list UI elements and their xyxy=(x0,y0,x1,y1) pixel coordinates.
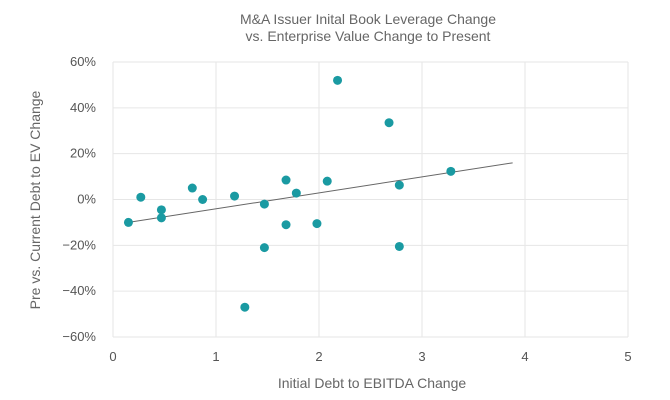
x-tick-label: 0 xyxy=(109,349,116,364)
data-point xyxy=(281,175,291,185)
data-point xyxy=(394,180,404,190)
y-axis-label: Pre vs. Current Debt to EV Change xyxy=(27,90,43,309)
x-tick-label: 1 xyxy=(212,349,219,364)
gridlines xyxy=(112,61,629,338)
tick-labels: 60% 40% 20% 0% −20% −40% −60% 0 1 2 3 4 5 xyxy=(62,54,631,364)
y-tick-label: −60% xyxy=(62,329,96,344)
data-point xyxy=(230,191,240,201)
data-point xyxy=(281,220,291,230)
data-point xyxy=(312,219,322,229)
chart-title-line-1: M&A Issuer Inital Book Leverage Change xyxy=(240,11,496,27)
data-point xyxy=(384,118,394,128)
data-point xyxy=(240,302,250,312)
y-tick-label: −20% xyxy=(62,237,96,252)
x-tick-label: 3 xyxy=(418,349,425,364)
data-point xyxy=(136,192,146,202)
y-tick-label: −40% xyxy=(62,283,96,298)
data-point xyxy=(259,199,269,209)
x-tick-label: 4 xyxy=(521,349,528,364)
data-point xyxy=(394,241,404,251)
y-tick-label: 20% xyxy=(70,146,96,161)
data-point xyxy=(322,176,332,186)
x-axis-label: Initial Debt to EBITDA Change xyxy=(278,375,467,391)
data-point xyxy=(198,195,208,204)
x-tick-label: 5 xyxy=(624,349,631,364)
x-tick-label: 2 xyxy=(315,349,322,364)
data-point xyxy=(187,183,197,193)
data-point xyxy=(156,213,166,223)
data-point xyxy=(259,243,269,253)
data-point xyxy=(156,205,166,215)
y-tick-label: 40% xyxy=(70,100,96,115)
y-tick-label: 0% xyxy=(77,192,96,207)
chart-title-line-2: vs. Enterprise Value Change to Present xyxy=(246,28,491,44)
data-point xyxy=(291,188,301,198)
y-tick-label: 60% xyxy=(70,54,96,69)
data-point xyxy=(333,75,343,85)
data-point xyxy=(446,166,456,176)
data-points xyxy=(123,75,456,312)
data-point xyxy=(123,217,133,227)
